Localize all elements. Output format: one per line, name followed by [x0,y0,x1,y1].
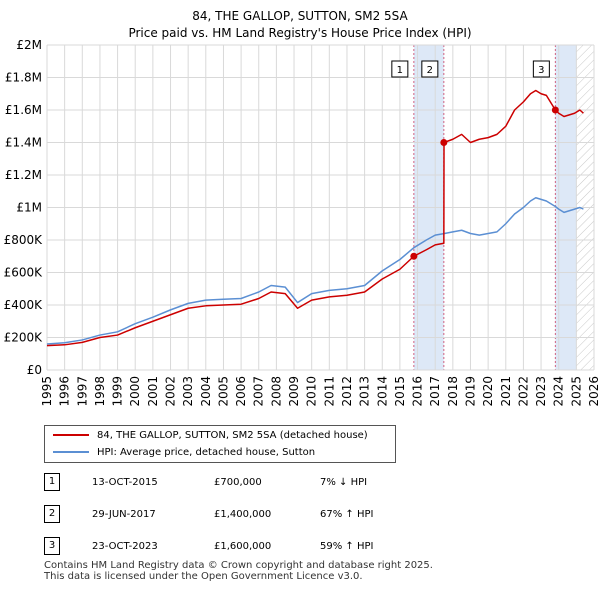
sale-point [440,139,448,146]
x-tick-label: 2025 [569,376,583,407]
sale-number-box [391,60,409,78]
x-tick-label: 2012 [340,376,354,407]
y-tick-label: £1.4M [5,136,42,150]
sale-date: 13-OCT-2015 [92,477,158,488]
x-tick-label: 2022 [516,376,530,407]
sale-price: £700,000 [214,477,262,488]
x-tick-label: 2001 [146,376,160,407]
x-tick-label: 2003 [181,376,195,407]
x-tick-label: 2002 [164,376,178,407]
legend-item-hpi: HPI: Average price, detached house, Sutt… [53,445,315,461]
sale-number-box [421,60,439,78]
legend: 84, THE GALLOP, SUTTON, SM2 5SA (detache… [44,425,396,463]
sale-date: 29-JUN-2017 [92,509,156,520]
sale-point [410,252,418,260]
sale-number-badge: 1 [44,473,60,491]
y-tick-label: £2M [16,38,42,52]
sale-number-label: 1 [397,65,403,76]
legend-label-hpi: HPI: Average price, detached house, Sutt… [97,447,316,458]
property-price-line [46,89,584,347]
sale-point [551,106,559,114]
sale-number-label: 2 [427,65,433,76]
x-tick-label: 1999 [111,376,125,407]
sale-number-badge: 2 [44,505,60,523]
y-tick-label: £1.2M [5,168,42,182]
x-tick-label: 2014 [375,376,389,407]
sale-hpi-change: 59% ↑ HPI [320,541,374,552]
y-tick-label: £600K [4,266,44,280]
x-tick-label: 2018 [446,376,460,407]
footer-line-1: Contains HM Land Registry data © Crown c… [44,560,433,571]
legend-swatch-blue [53,451,89,453]
x-tick-label: 2011 [322,376,336,407]
x-tick-label: 2023 [534,376,548,407]
y-tick-label: £0 [27,363,42,377]
legend-item-property: 84, THE GALLOP, SUTTON, SM2 5SA (detache… [53,428,368,444]
y-tick-label: £200K [4,331,44,345]
x-tick-label: 2024 [552,376,566,407]
sale-date: 23-OCT-2023 [92,541,158,552]
x-tick-label: 1996 [58,376,72,407]
chart-title: 84, THE GALLOP, SUTTON, SM2 5SA [192,9,408,23]
y-tick-label: £1.8M [5,71,42,85]
x-tick-label: 2015 [393,376,407,407]
x-tick-label: 1997 [75,376,89,407]
x-tick-label: 2007 [252,376,266,407]
legend-label-property: 84, THE GALLOP, SUTTON, SM2 5SA (detache… [97,430,368,441]
x-tick-label: 2009 [287,376,301,407]
sale-row-1: 1 13-OCT-2015 £700,000 7% ↓ HPI [44,473,464,493]
price-chart: 84, THE GALLOP, SUTTON, SM2 5SA Price pa… [4,9,600,407]
x-tick-label: 1998 [93,376,107,407]
x-tick-label: 2004 [199,376,213,407]
sale-price: £1,400,000 [214,509,272,520]
chart-subtitle: Price paid vs. HM Land Registry's House … [128,26,471,40]
sale-hpi-change: 67% ↑ HPI [320,509,374,520]
sale-number-label: 3 [538,65,544,76]
y-tick-label: £1M [16,201,42,215]
x-tick-label: 2005 [216,376,230,407]
y-tick-label: £800K [4,233,44,247]
x-tick-label: 2006 [234,376,248,407]
y-tick-label: £400K [4,298,44,312]
x-tick-label: 2000 [128,376,142,407]
x-tick-label: 2008 [269,376,283,407]
footer-line-2: This data is licensed under the Open Gov… [44,570,363,582]
x-tick-label: 2019 [463,376,477,407]
x-tick-label: 2026 [587,376,600,407]
x-tick-label: 2016 [411,376,425,407]
x-tick-label: 2020 [481,376,495,407]
x-tick-label: 2010 [305,376,319,407]
x-tick-label: 2021 [499,376,513,407]
sale-price: £1,600,000 [214,541,272,552]
x-tick-label: 2013 [358,376,372,407]
x-tick-label: 2017 [428,376,442,407]
y-tick-label: £1.6M [5,103,42,117]
sale-number-badge: 3 [44,537,60,555]
footer-attribution: Contains HM Land Registry data © Crown c… [44,560,433,582]
sale-hpi-change: 7% ↓ HPI [320,477,368,488]
x-tick-label: 1995 [40,376,54,407]
sale-row-3: 3 23-OCT-2023 £1,600,000 59% ↑ HPI [44,537,464,557]
legend-swatch-red [53,434,89,436]
sale-number-box [532,60,550,78]
sale-row-2: 2 29-JUN-2017 £1,400,000 67% ↑ HPI [44,505,464,525]
hpi-index-line [46,197,584,345]
